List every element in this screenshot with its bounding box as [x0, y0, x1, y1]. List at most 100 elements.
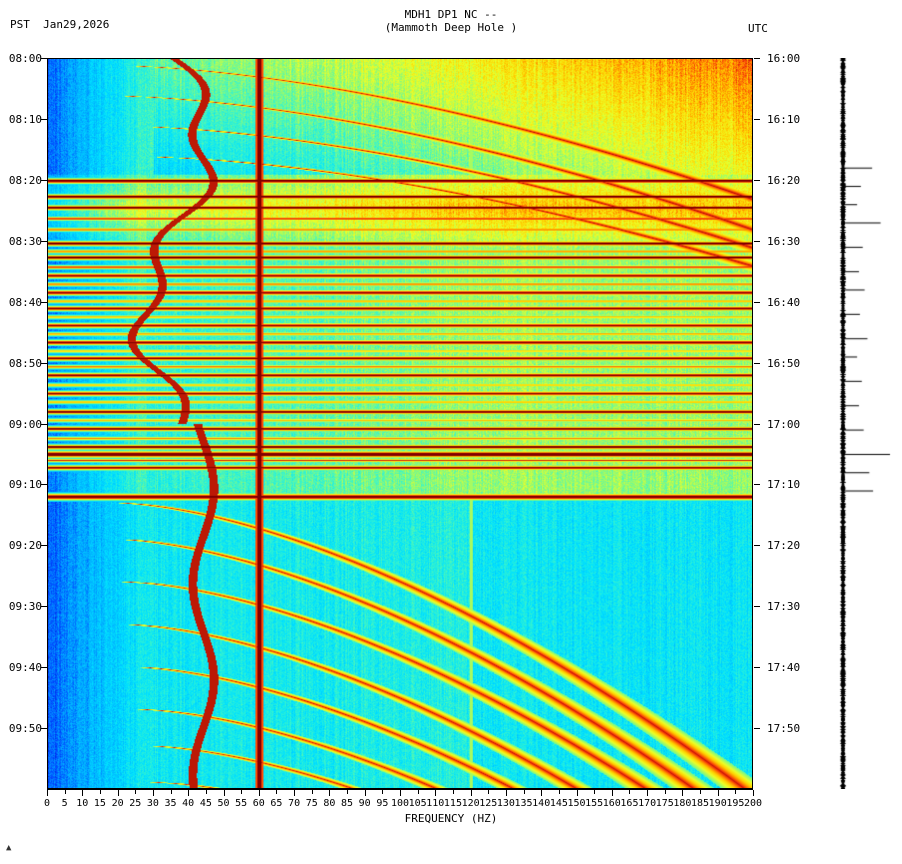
time-label-right: 17:10	[767, 478, 801, 492]
frequency-tick-label: 110	[426, 798, 445, 809]
time-label-right: 16:00	[767, 52, 801, 65]
time-tick-right	[754, 118, 760, 120]
frequency-tick-label: 130	[496, 798, 515, 809]
frequency-tick-label: 60	[252, 798, 265, 809]
frequency-tick	[47, 790, 48, 796]
time-label-left: 09:30	[8, 600, 42, 614]
time-tick-left	[41, 118, 47, 120]
frequency-tick	[541, 790, 543, 796]
frequency-tick	[64, 790, 66, 794]
time-label-left: 08:30	[8, 234, 42, 248]
frequency-tick	[611, 790, 613, 796]
frequency-tick	[205, 790, 207, 794]
frequency-tick-label: 65	[270, 798, 283, 809]
time-tick-right	[754, 484, 760, 486]
timezone-label-utc: UTC	[748, 22, 768, 35]
frequency-tick-label: 140	[532, 798, 551, 809]
frequency-tick-label: 125	[479, 798, 498, 809]
time-tick-right	[754, 362, 760, 364]
time-label-right: 17:50	[767, 722, 801, 736]
frequency-tick-label: 85	[341, 798, 354, 809]
frequency-tick-label: 135	[514, 798, 533, 809]
frequency-tick-label: 35	[164, 798, 177, 809]
frequency-tick-label: 100	[390, 798, 410, 809]
frequency-tick	[99, 790, 101, 794]
timezone-label-pst: PST	[10, 18, 30, 31]
frequency-tick	[135, 790, 137, 794]
time-label-right: 16:50	[767, 356, 801, 370]
frequency-tick-label: 185	[691, 798, 710, 809]
frequency-tick	[647, 790, 649, 796]
frequency-tick-label: 50	[217, 798, 230, 809]
frequency-tick-label: 75	[305, 798, 318, 809]
frequency-tick	[470, 790, 472, 796]
frequency-tick	[241, 790, 243, 794]
frequency-tick	[664, 790, 666, 794]
frequency-tick-label: 70	[288, 798, 301, 809]
time-tick-left	[41, 423, 47, 425]
frequency-tick	[576, 790, 578, 796]
time-label-left: 08:10	[8, 112, 42, 126]
frequency-tick	[258, 790, 260, 796]
frequency-axis-line	[47, 789, 753, 790]
frequency-tick-label: 10	[76, 798, 89, 809]
time-tick-left	[41, 301, 47, 303]
time-label-left: 09:00	[8, 417, 42, 431]
time-label-right: 17:30	[767, 600, 801, 614]
frequency-tick-label: 0	[43, 798, 51, 809]
time-tick-left	[41, 606, 47, 608]
time-tick-left	[41, 362, 47, 364]
frequency-tick-label: 165	[620, 798, 639, 809]
frequency-tick-label: 15	[93, 798, 106, 809]
time-label-left: 09:10	[8, 478, 42, 492]
frequency-tick	[347, 790, 349, 794]
time-tick-right	[754, 606, 760, 608]
time-tick-right	[754, 423, 760, 425]
frequency-tick	[188, 790, 190, 796]
frequency-tick-label: 25	[129, 798, 142, 809]
frequency-tick	[117, 790, 119, 796]
spectrogram-plot[interactable]	[47, 58, 753, 789]
time-tick-left	[41, 179, 47, 181]
frequency-tick	[311, 790, 313, 794]
time-label-left: 08:40	[8, 295, 42, 309]
helicorder-trace	[836, 58, 892, 789]
frequency-tick	[223, 790, 225, 796]
frequency-tick-label: 155	[585, 798, 604, 809]
frequency-tick	[558, 790, 560, 794]
frequency-tick	[629, 790, 631, 794]
time-label-left: 09:20	[8, 539, 42, 553]
frequency-tick-label: 90	[358, 798, 371, 809]
frequency-tick-label: 80	[323, 798, 336, 809]
time-label-right: 16:10	[767, 112, 801, 126]
frequency-tick	[435, 790, 437, 796]
time-label-right: 16:40	[767, 295, 801, 309]
time-tick-right	[754, 545, 760, 547]
time-label-left: 09:50	[8, 722, 42, 736]
frequency-tick-label: 115	[443, 798, 462, 809]
frequency-tick-label: 175	[655, 798, 674, 809]
spectrogram-image	[48, 59, 752, 788]
time-tick-left	[41, 545, 47, 547]
time-tick-right	[754, 58, 760, 59]
frequency-tick-label: 55	[235, 798, 248, 809]
time-tick-right	[754, 301, 760, 303]
frequency-tick	[488, 790, 490, 794]
time-label-right: 16:20	[767, 173, 801, 187]
frequency-tick	[735, 790, 737, 794]
header-left: PST Jan29,2026	[10, 18, 109, 31]
frequency-tick	[717, 790, 719, 796]
frequency-tick-label: 195	[726, 798, 745, 809]
station-subtitle: (Mammoth Deep Hole )	[384, 21, 518, 34]
time-label-right: 17:20	[767, 539, 801, 553]
frequency-tick	[417, 790, 419, 794]
time-label-left: 08:20	[8, 173, 42, 187]
corner-mark: ▲	[6, 843, 12, 853]
time-tick-right	[754, 667, 760, 669]
frequency-tick	[170, 790, 172, 794]
time-label-left: 08:00	[8, 52, 42, 65]
time-label-right: 17:00	[767, 417, 801, 431]
frequency-tick-label: 45	[199, 798, 212, 809]
time-tick-right	[754, 179, 760, 181]
